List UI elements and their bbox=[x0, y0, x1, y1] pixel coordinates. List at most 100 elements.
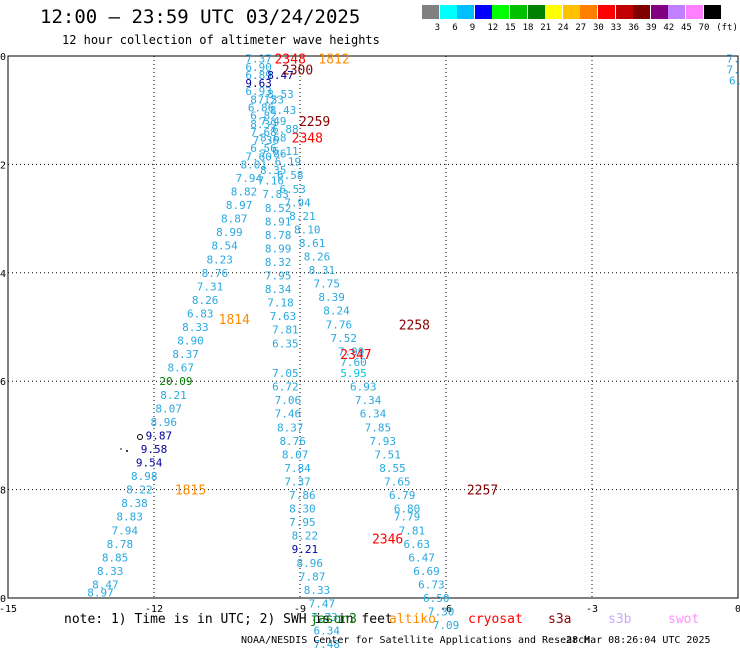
scale-label: 27 bbox=[575, 23, 587, 33]
wave-height-label: 8.82 bbox=[231, 186, 258, 199]
scale-swatch bbox=[562, 5, 580, 19]
y-tick-label: -40 bbox=[0, 594, 6, 605]
wave-height-label: 8.91 bbox=[265, 215, 292, 228]
scale-swatch bbox=[422, 5, 439, 19]
scale-label: 36 bbox=[628, 23, 640, 33]
wave-height-label: 8.34 bbox=[265, 283, 292, 296]
wave-height-label: 7.81 bbox=[399, 524, 426, 537]
footer-timestamp: 28 Mar 08:26:04 UTC 2025 bbox=[566, 635, 711, 646]
wave-height-label: 6.88 bbox=[272, 123, 299, 136]
wave-height-label: 6.89 bbox=[245, 69, 272, 82]
pass-time-label: 2347 bbox=[340, 348, 371, 363]
wave-height-label: 8.78 bbox=[107, 538, 134, 551]
wave-height-label: 8.55 bbox=[379, 462, 406, 475]
scale-label: 12 bbox=[487, 23, 499, 33]
wave-height-label: 6.80 bbox=[394, 503, 421, 516]
wave-height-label: 7.95 bbox=[265, 270, 292, 283]
scale-label: 3 bbox=[434, 23, 441, 33]
wave-height-label: 6.19 bbox=[275, 156, 302, 169]
wave-height-label: 7.86 bbox=[260, 148, 287, 161]
pass-time-label: 1814 bbox=[219, 313, 250, 328]
wave-height-label: 7.86 bbox=[289, 489, 316, 502]
wave-height-label: 8.31 bbox=[309, 264, 336, 277]
wave-height-label: 8.26 bbox=[304, 251, 331, 264]
wave-height-label: 6.73 bbox=[418, 578, 445, 591]
wave-height-label: 8.37 bbox=[277, 421, 304, 434]
wave-height-label: 7.34 bbox=[355, 394, 382, 407]
wave-height-label: 8.96 bbox=[150, 416, 177, 429]
wave-height-label: 6.83 bbox=[187, 307, 214, 320]
wave-height-label: 9.54 bbox=[136, 457, 163, 470]
wave-height-label: 8.33 bbox=[304, 584, 331, 597]
wave-height-label: 8.76 bbox=[202, 267, 229, 280]
footer-source: NOAA/NESDIS Center for Satellite Applica… bbox=[241, 635, 591, 646]
map-subtitle: 12 hour collection of altimeter wave hei… bbox=[62, 33, 380, 47]
wave-height-label: 8.61 bbox=[299, 237, 326, 250]
y-tick-label: -38 bbox=[0, 486, 6, 497]
legend-s3a: s3a bbox=[548, 612, 572, 627]
pass-time-label: 2259 bbox=[299, 115, 330, 130]
map-title: 12:00 – 23:59 UTC 03/24/2025 bbox=[40, 6, 361, 28]
pass-time-label: 2258 bbox=[399, 318, 430, 333]
wave-height-label: 8.38 bbox=[121, 497, 148, 510]
wave-height-label: 6. bbox=[729, 74, 740, 87]
wave-height-label: 7.76 bbox=[326, 318, 353, 331]
wave-height-label: 8.54 bbox=[211, 240, 238, 253]
x-tick-label: -3 bbox=[586, 604, 598, 615]
wave-height-label: 8.30 bbox=[289, 503, 316, 516]
scale-swatch bbox=[545, 5, 563, 19]
wave-height-label: 6.34 bbox=[360, 408, 387, 421]
wave-height-label: 8.83 bbox=[116, 511, 143, 524]
pass-time-label: 2257 bbox=[467, 484, 498, 499]
wave-height-label: 7.83 bbox=[262, 188, 289, 201]
wave-height-label: 7.05 bbox=[272, 367, 299, 380]
wave-height-label: 6.50 bbox=[423, 592, 450, 605]
wave-height-label: 7.18 bbox=[267, 297, 294, 310]
wave-height-label: 7.94 bbox=[112, 524, 139, 537]
wave-height-label: 9.63 bbox=[245, 77, 272, 90]
wave-height-label: 8.23 bbox=[206, 253, 233, 266]
wave-height-label: 6.93 bbox=[350, 381, 377, 394]
legend-jason3: jason3 bbox=[310, 612, 357, 627]
wave-height-label: 8.53 bbox=[267, 88, 294, 101]
wave-height-label: 8.24 bbox=[323, 305, 350, 318]
x-tick-label: -9 bbox=[294, 604, 306, 615]
scale-swatch bbox=[580, 5, 598, 19]
wave-height-label: 8.21 bbox=[160, 389, 187, 402]
wave-height-label: 6.69 bbox=[413, 565, 440, 578]
wave-height-label: 7.85 bbox=[365, 421, 392, 434]
wave-height-label: 8.98 bbox=[131, 470, 158, 483]
scale-swatch bbox=[474, 5, 492, 19]
wave-height-label: 7.09 bbox=[433, 619, 460, 632]
scale-swatch bbox=[668, 5, 686, 19]
wave-height-label: 8.47 bbox=[92, 578, 119, 591]
plot-frame bbox=[7, 55, 739, 599]
scale-swatch bbox=[439, 5, 457, 19]
wave-height-label: 8.10 bbox=[294, 223, 321, 236]
pass-time-label: 2348 bbox=[275, 53, 306, 68]
wave-height-label: 9.21 bbox=[292, 543, 319, 556]
scale-label: 45 bbox=[681, 23, 692, 33]
wave-height-label: 7.75 bbox=[314, 278, 341, 291]
wave-height-label: 7.36 bbox=[253, 134, 280, 147]
wave-height-label: 7.93 bbox=[369, 435, 396, 448]
legend-s3b: s3b bbox=[608, 612, 632, 627]
pass-time-label: 2346 bbox=[372, 532, 403, 547]
wave-height-label: 7.16 bbox=[258, 175, 285, 188]
wave-height-label: 7.51 bbox=[374, 448, 401, 461]
scale-swatch bbox=[457, 5, 475, 19]
x-tick-label: 0 bbox=[735, 604, 740, 615]
wave-height-label: 8.39 bbox=[318, 291, 345, 304]
wave-height-label: 7.63 bbox=[270, 310, 297, 323]
wave-height-label: 9.87 bbox=[146, 429, 173, 442]
scale-label: 21 bbox=[540, 23, 552, 33]
scale-swatch bbox=[650, 5, 668, 19]
y-tick-label: -34 bbox=[0, 269, 6, 280]
pass-time-label: 1812 bbox=[318, 53, 349, 68]
x-tick-label: -12 bbox=[145, 604, 163, 615]
wave-height-label: 7.81 bbox=[272, 324, 299, 337]
y-tick-label: -36 bbox=[0, 377, 6, 388]
scale-label: 9 bbox=[469, 23, 476, 33]
wave-height-label: 7.47 bbox=[309, 597, 336, 610]
